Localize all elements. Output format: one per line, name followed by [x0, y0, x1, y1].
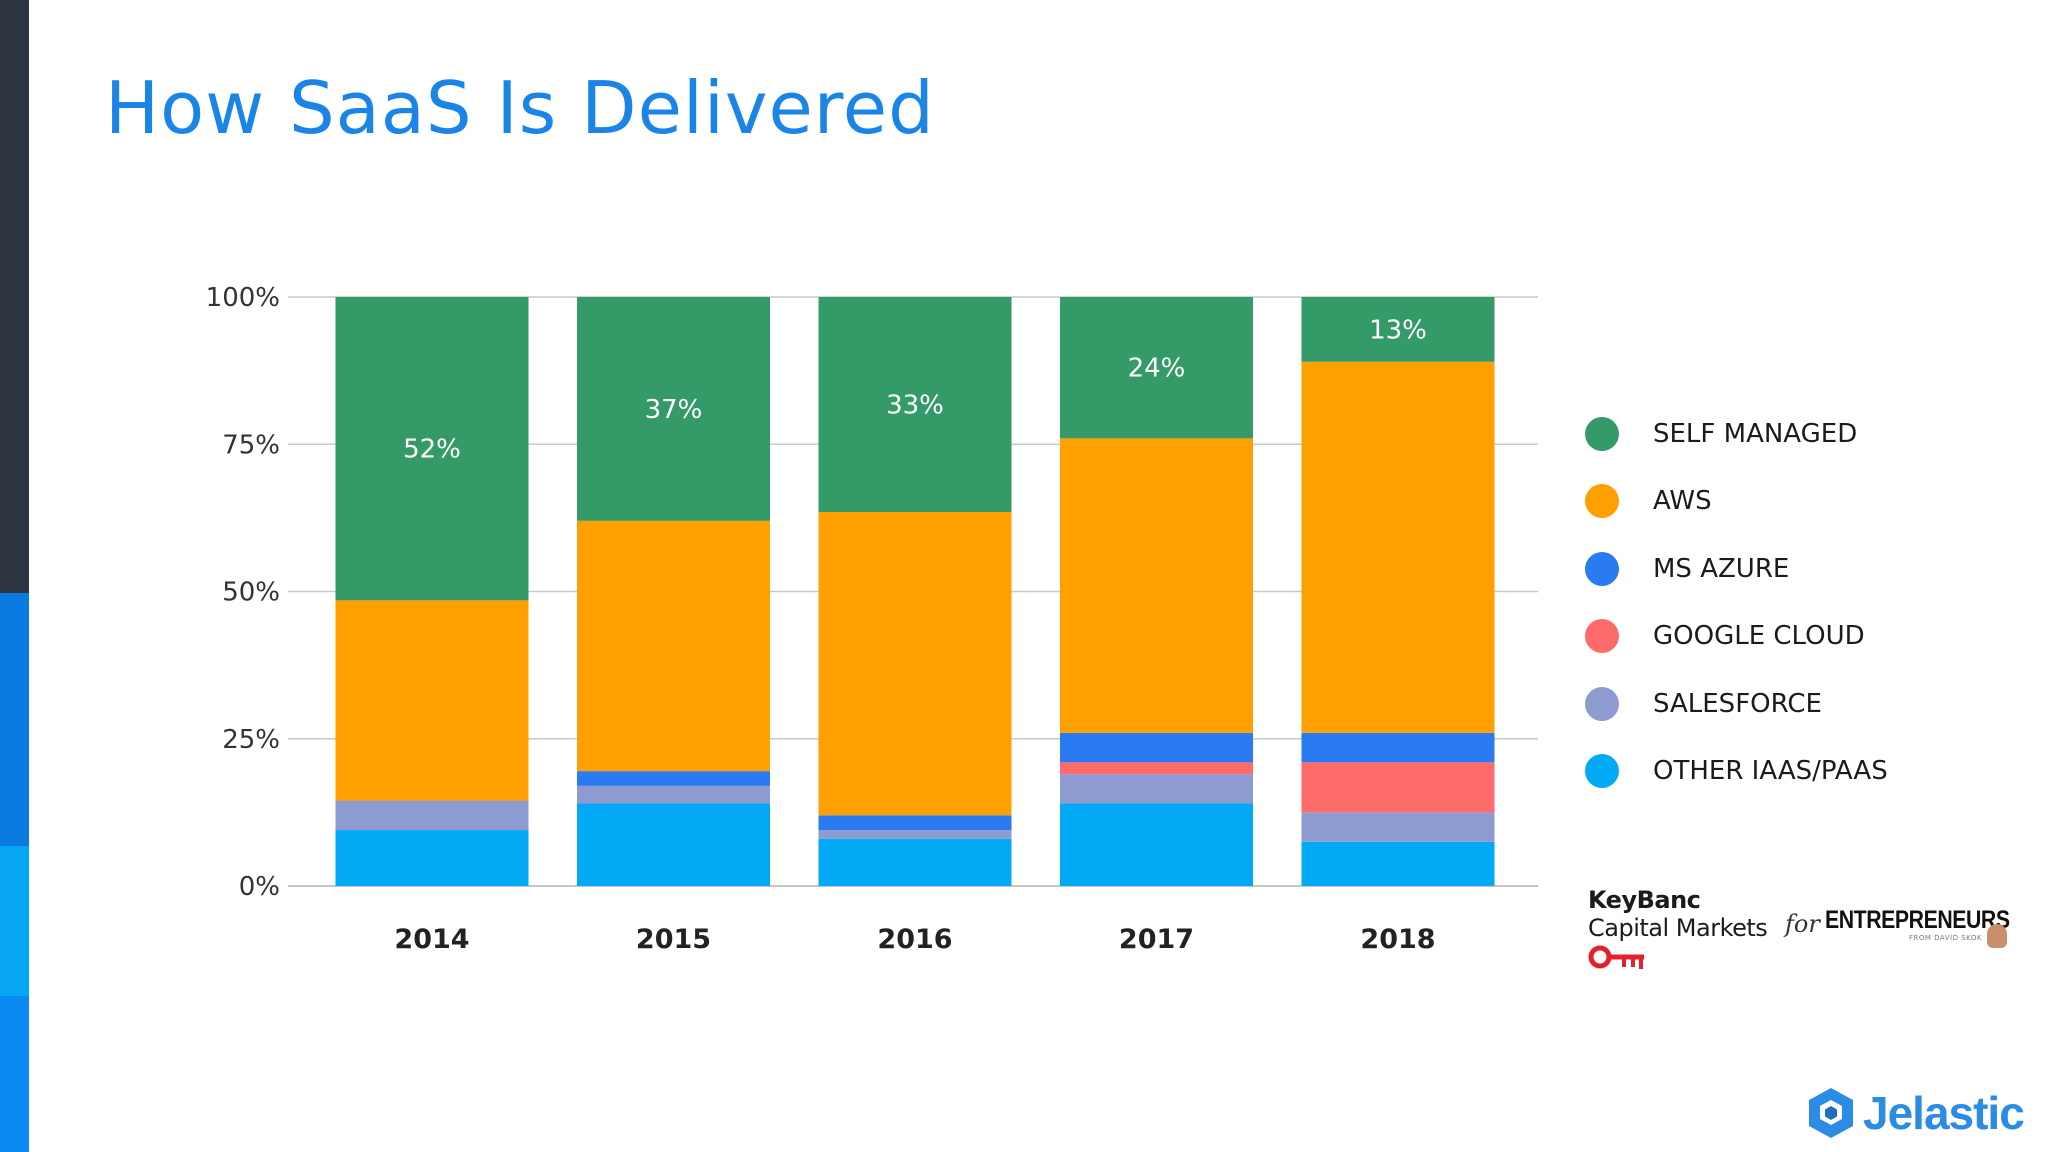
bar-segment: [577, 771, 770, 786]
legend-swatch: [1585, 416, 1619, 451]
bar-segment: [335, 800, 529, 831]
legend-label: SELF MANAGED: [1653, 418, 1858, 449]
y-tick-label: 75%: [222, 430, 280, 460]
bar-segment: [577, 803, 770, 886]
side-strip-bright: [0, 996, 29, 1152]
legend-label: SALESFORCE: [1653, 688, 1822, 719]
x-tick-label: 2017: [1119, 924, 1194, 955]
key-icon: [1588, 945, 1644, 969]
legend-label: MS AZURE: [1653, 553, 1790, 584]
legend-label: GOOGLE CLOUD: [1653, 621, 1865, 652]
chart-bars: [335, 297, 1495, 886]
legend-item: OTHER IAAS/PAAS: [1585, 738, 1888, 806]
for-script: for: [1785, 910, 1820, 938]
legend-swatch: [1585, 551, 1619, 586]
y-tick-label: 25%: [222, 725, 280, 755]
legend-label: OTHER IAAS/PAAS: [1653, 756, 1888, 787]
bar-segment: [818, 838, 1012, 886]
x-tick-label: 2015: [636, 924, 711, 955]
bar-segment: [818, 511, 1012, 816]
y-tick-label: 100%: [206, 283, 280, 313]
bar-segment: [818, 297, 1012, 512]
legend-item: AWS: [1585, 468, 1888, 536]
chart-labels: 0% 25% 50% 75% 100% 2014 52% 2015 37% 2016 33% 2017…: [206, 283, 1436, 955]
legend-item: MS AZURE: [1585, 535, 1888, 603]
bar-segment: [1301, 762, 1495, 813]
for-entrepreneurs-logo: for ENTREPRENEURS FROM DAVID SKOK: [1785, 904, 2015, 954]
bar-segment: [1301, 732, 1495, 763]
side-strip-cyan: [0, 846, 29, 996]
jelastic-wordmark: Jelastic: [1863, 1087, 2025, 1139]
legend-item: GOOGLE CLOUD: [1585, 603, 1888, 671]
keybanc-subtitle: Capital Markets: [1588, 914, 1768, 942]
bar-segment: [335, 600, 529, 801]
data-label: 33%: [886, 390, 944, 420]
entrepreneurs-wordmark: ENTREPRENEURS: [1825, 906, 2010, 934]
bar-segment: [1060, 803, 1253, 886]
legend-swatch: [1585, 484, 1619, 519]
portrait-icon: [1987, 924, 2007, 948]
legend-swatch: [1585, 754, 1619, 789]
side-strip-blue: [0, 593, 29, 846]
slide-title: How SaaS Is Delivered: [105, 66, 935, 150]
keybanc-logo: KeyBanc Capital Markets: [1588, 887, 1768, 971]
x-tick-label: 2016: [877, 924, 952, 955]
bar-segment: [1060, 732, 1253, 763]
data-label: 24%: [1128, 354, 1186, 384]
keybanc-name: KeyBanc: [1588, 886, 1701, 914]
bar-segment: [1301, 297, 1495, 362]
bar-segment: [335, 830, 529, 886]
legend-swatch: [1585, 686, 1619, 721]
legend-label: AWS: [1653, 486, 1712, 517]
x-tick-label: 2014: [394, 924, 469, 955]
bar-segment: [1301, 841, 1495, 886]
bar-segment: [577, 297, 770, 521]
bar-segment: [1060, 762, 1253, 775]
legend-swatch: [1585, 619, 1619, 654]
bar-segment: [1060, 774, 1253, 804]
side-strip-dark: [0, 0, 29, 593]
y-tick-label: 0%: [239, 872, 280, 902]
bar-segment: [818, 830, 1012, 839]
data-label: 37%: [645, 395, 703, 425]
bar-segment: [1301, 361, 1495, 733]
entrepreneurs-byline: FROM DAVID SKOK: [1909, 934, 1982, 942]
y-tick-label: 50%: [222, 578, 280, 608]
legend-item: SALESFORCE: [1585, 670, 1888, 738]
bar-segment: [577, 520, 770, 772]
x-tick-label: 2018: [1360, 924, 1435, 955]
chart-legend: SELF MANAGED AWS MS AZURE GOOGLE CLOUD SALES…: [1585, 400, 1888, 805]
data-label: 13%: [1369, 315, 1427, 345]
bar-segment: [1301, 812, 1495, 842]
bar-segment: [577, 785, 770, 804]
bar-segment: [1060, 438, 1253, 733]
jelastic-logo: Jelastic: [1807, 1086, 2025, 1140]
bar-segment: [335, 297, 529, 601]
bar-segment: [1060, 297, 1253, 439]
jelastic-cube-icon: [1809, 1088, 1853, 1138]
data-label: 52%: [403, 435, 461, 465]
bar-segment: [818, 815, 1012, 831]
legend-item: SELF MANAGED: [1585, 400, 1888, 468]
